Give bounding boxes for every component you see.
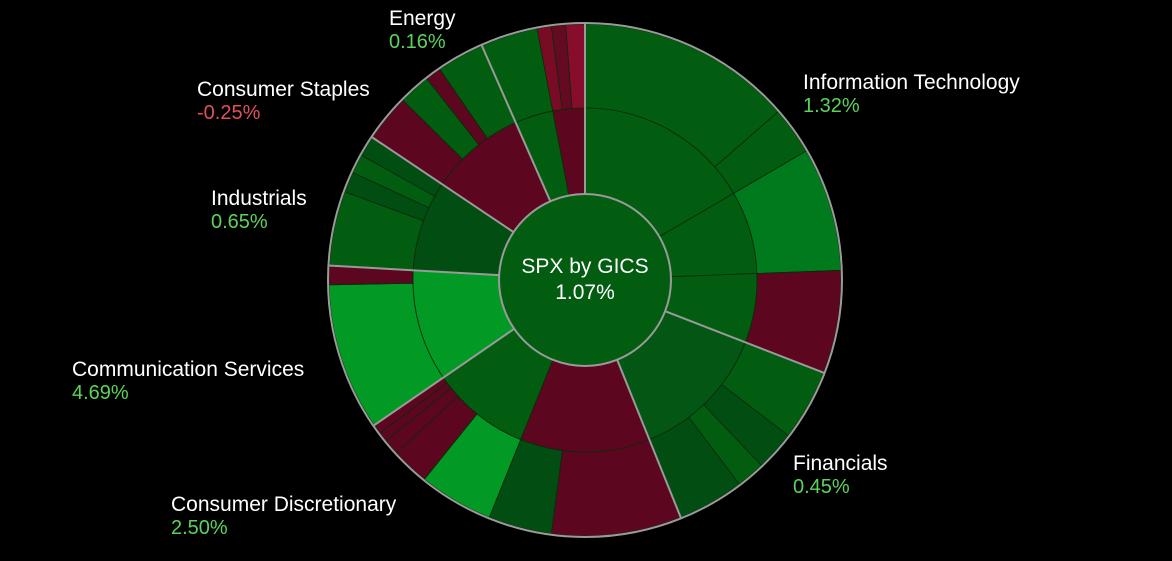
sunburst-rings: [328, 23, 842, 537]
sector-change: 1.32%: [803, 95, 860, 117]
sector-name: Energy: [389, 7, 456, 30]
sector-name: Consumer Discretionary: [171, 493, 397, 516]
sector-divider-1: [664, 310, 825, 375]
total-change: 1.07%: [555, 281, 615, 304]
sector-divider-4: [328, 264, 500, 277]
chart-title: SPX by GICS: [521, 255, 648, 278]
sector-change: -0.25%: [197, 102, 261, 124]
sector-name: Communication Services: [72, 358, 304, 381]
sector-change: 2.50%: [171, 517, 228, 539]
sector-divider-5: [370, 136, 515, 233]
sector-name: Industrials: [211, 187, 307, 210]
outer-ring-border: [327, 22, 843, 538]
sector-name: Information Technology: [803, 71, 1020, 94]
sector-change: 4.69%: [72, 382, 129, 404]
sector-divider-2: [616, 359, 683, 519]
sector-change: 0.45%: [793, 476, 850, 498]
center-disc: [498, 193, 672, 367]
sector-change: 0.16%: [389, 31, 446, 53]
center-label: SPX by GICS 1.07%: [521, 255, 648, 304]
sector-divider-3: [372, 327, 515, 427]
sector-name: Financials: [793, 452, 888, 475]
sector-label-consumer-staples: Consumer Staples-0.25%: [197, 78, 370, 124]
sector-name: Consumer Staples: [197, 78, 370, 101]
sector-divider-6: [480, 44, 552, 202]
sector-change: 0.65%: [211, 211, 268, 233]
